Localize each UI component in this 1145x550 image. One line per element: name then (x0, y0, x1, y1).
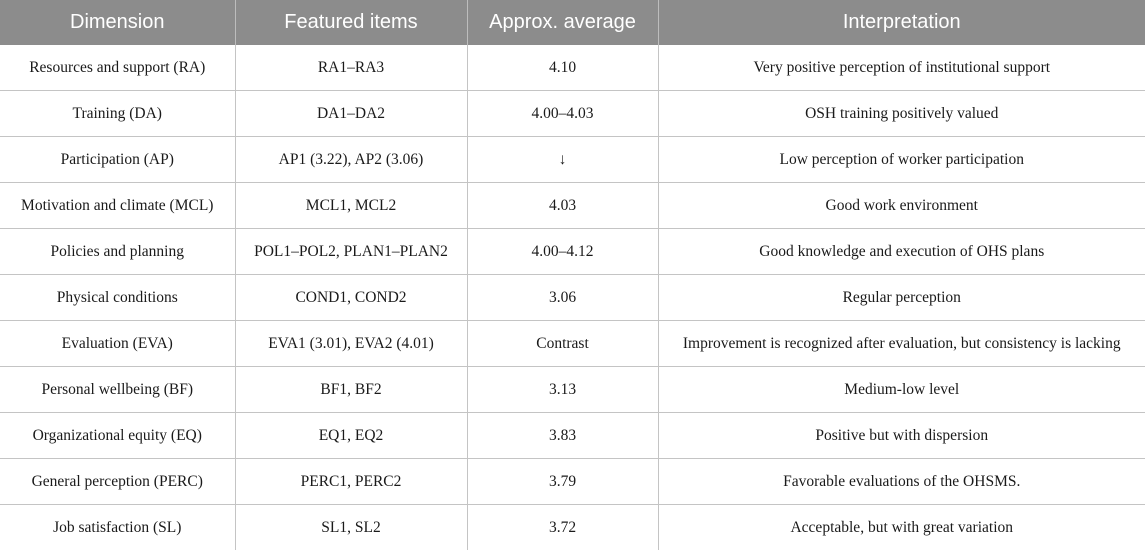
cell-featured-items: MCL1, MCL2 (235, 183, 467, 229)
header-dimension: Dimension (0, 0, 235, 45)
cell-dimension: Participation (AP) (0, 137, 235, 183)
cell-dimension: Job satisfaction (SL) (0, 505, 235, 550)
table-row: Personal wellbeing (BF) BF1, BF2 3.13 Me… (0, 367, 1145, 413)
cell-dimension: Evaluation (EVA) (0, 321, 235, 367)
cell-approx-average: ↓ (467, 137, 658, 183)
cell-dimension: Organizational equity (EQ) (0, 413, 235, 459)
cell-approx-average: 3.13 (467, 367, 658, 413)
cell-approx-average: 4.03 (467, 183, 658, 229)
cell-dimension: Policies and planning (0, 229, 235, 275)
cell-featured-items: SL1, SL2 (235, 505, 467, 550)
table-row: Physical conditions COND1, COND2 3.06 Re… (0, 275, 1145, 321)
cell-featured-items: BF1, BF2 (235, 367, 467, 413)
cell-dimension: General perception (PERC) (0, 459, 235, 505)
cell-featured-items: EVA1 (3.01), EVA2 (4.01) (235, 321, 467, 367)
cell-interpretation: Favorable evaluations of the OHSMS. (658, 459, 1145, 505)
header-approx-average: Approx. average (467, 0, 658, 45)
cell-approx-average: 4.10 (467, 45, 658, 91)
header-row: Dimension Featured items Approx. average… (0, 0, 1145, 45)
table-row: Policies and planning POL1–POL2, PLAN1–P… (0, 229, 1145, 275)
cell-featured-items: EQ1, EQ2 (235, 413, 467, 459)
cell-interpretation: Regular perception (658, 275, 1145, 321)
cell-dimension: Motivation and climate (MCL) (0, 183, 235, 229)
cell-featured-items: PERC1, PERC2 (235, 459, 467, 505)
table-body: Resources and support (RA) RA1–RA3 4.10 … (0, 45, 1145, 550)
table-row: Organizational equity (EQ) EQ1, EQ2 3.83… (0, 413, 1145, 459)
cell-interpretation: Improvement is recognized after evaluati… (658, 321, 1145, 367)
table-row: Job satisfaction (SL) SL1, SL2 3.72 Acce… (0, 505, 1145, 550)
cell-interpretation: Medium-low level (658, 367, 1145, 413)
cell-approx-average: Contrast (467, 321, 658, 367)
cell-approx-average: 4.00–4.03 (467, 91, 658, 137)
cell-approx-average: 3.83 (467, 413, 658, 459)
cell-interpretation: Low perception of worker participation (658, 137, 1145, 183)
cell-approx-average: 3.06 (467, 275, 658, 321)
cell-approx-average: 4.00–4.12 (467, 229, 658, 275)
cell-featured-items: POL1–POL2, PLAN1–PLAN2 (235, 229, 467, 275)
cell-interpretation: Positive but with dispersion (658, 413, 1145, 459)
cell-featured-items: COND1, COND2 (235, 275, 467, 321)
cell-dimension: Physical conditions (0, 275, 235, 321)
cell-featured-items: RA1–RA3 (235, 45, 467, 91)
table-row: Resources and support (RA) RA1–RA3 4.10 … (0, 45, 1145, 91)
header-interpretation: Interpretation (658, 0, 1145, 45)
cell-interpretation: Acceptable, but with great variation (658, 505, 1145, 550)
cell-approx-average: 3.72 (467, 505, 658, 550)
cell-dimension: Personal wellbeing (BF) (0, 367, 235, 413)
table-row: Participation (AP) AP1 (3.22), AP2 (3.06… (0, 137, 1145, 183)
table-row: Motivation and climate (MCL) MCL1, MCL2 … (0, 183, 1145, 229)
table-header: Dimension Featured items Approx. average… (0, 0, 1145, 45)
table-row: Evaluation (EVA) EVA1 (3.01), EVA2 (4.01… (0, 321, 1145, 367)
table-row: Training (DA) DA1–DA2 4.00–4.03 OSH trai… (0, 91, 1145, 137)
cell-interpretation: Good knowledge and execution of OHS plan… (658, 229, 1145, 275)
table-row: General perception (PERC) PERC1, PERC2 3… (0, 459, 1145, 505)
cell-featured-items: AP1 (3.22), AP2 (3.06) (235, 137, 467, 183)
cell-featured-items: DA1–DA2 (235, 91, 467, 137)
cell-dimension: Training (DA) (0, 91, 235, 137)
cell-approx-average: 3.79 (467, 459, 658, 505)
cell-interpretation: OSH training positively valued (658, 91, 1145, 137)
cell-interpretation: Very positive perception of institutiona… (658, 45, 1145, 91)
cell-interpretation: Good work environment (658, 183, 1145, 229)
cell-dimension: Resources and support (RA) (0, 45, 235, 91)
header-featured-items: Featured items (235, 0, 467, 45)
